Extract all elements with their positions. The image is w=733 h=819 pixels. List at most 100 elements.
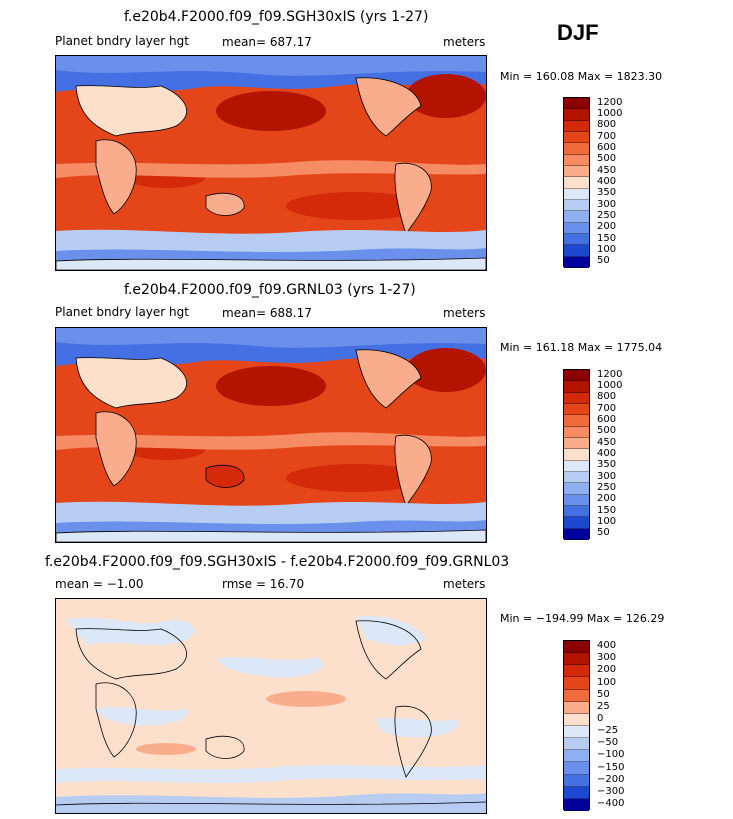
panel3-units: meters — [443, 577, 486, 591]
panel2-map-svg — [56, 328, 486, 542]
colorbar-swatch — [564, 426, 589, 438]
colorbar-level-label: 200 — [597, 664, 617, 676]
colorbar-level-label: −100 — [597, 749, 625, 761]
colorbar-level-label: 1200 — [597, 96, 623, 108]
panel3-map — [55, 598, 487, 814]
colorbar-level-label: 100 — [597, 676, 617, 688]
colorbar-swatch — [564, 256, 589, 268]
colorbar-swatch — [564, 641, 589, 654]
colorbar-level-label: 800 — [597, 391, 617, 403]
panel1-colorbar — [563, 97, 590, 268]
colorbar-swatch — [564, 738, 589, 751]
colorbar-swatch — [564, 98, 589, 110]
colorbar-level-label: 300 — [597, 470, 617, 482]
colorbar-level-label: −25 — [597, 725, 619, 737]
panel2-minmax: Min = 161.18 Max = 1775.04 — [500, 341, 663, 354]
colorbar-level-label: 400 — [597, 176, 617, 187]
colorbar-swatch — [564, 188, 589, 200]
colorbar-swatch — [564, 109, 589, 121]
colorbar-swatch — [564, 665, 589, 678]
colorbar-swatch — [564, 177, 589, 189]
panel2-mean: mean= 688.17 — [222, 306, 312, 320]
panel3-map-svg — [56, 599, 486, 813]
colorbar-swatch — [564, 483, 589, 495]
colorbar-level-label: 350 — [597, 187, 617, 199]
colorbar-swatch — [564, 143, 589, 155]
panel2-variable: Planet bndry layer hgt — [55, 305, 189, 319]
colorbar-level-label: −300 — [597, 785, 625, 797]
colorbar-level-label: −400 — [597, 797, 625, 809]
panel1-variable: Planet bndry layer hgt — [55, 34, 189, 48]
colorbar-level-label: 700 — [597, 402, 617, 414]
colorbar-swatch — [564, 774, 589, 787]
season-label: DJF — [557, 20, 599, 45]
colorbar-swatch — [564, 437, 589, 450]
colorbar-swatch — [564, 750, 589, 763]
colorbar-level-label: 700 — [597, 130, 617, 142]
colorbar-swatch — [564, 713, 589, 726]
colorbar-swatch — [564, 505, 589, 518]
colorbar-level-label: 150 — [597, 504, 617, 516]
colorbar-swatch — [564, 725, 589, 739]
colorbar-swatch — [564, 471, 589, 484]
panel3-minmax: Min = −194.99 Max = 126.29 — [500, 612, 665, 625]
colorbar-swatch — [564, 370, 589, 382]
colorbar-swatch — [564, 689, 589, 702]
colorbar-swatch — [564, 211, 589, 223]
colorbar-swatch — [564, 460, 589, 472]
colorbar-swatch — [564, 165, 589, 178]
colorbar-level-label: 200 — [597, 493, 617, 505]
colorbar-level-label: 1000 — [597, 108, 623, 119]
colorbar-level-label: 800 — [597, 119, 617, 131]
colorbar-level-label: 1000 — [597, 380, 623, 391]
colorbar-swatch — [564, 449, 589, 461]
colorbar-level-label: 300 — [597, 198, 617, 210]
colorbar-swatch — [564, 245, 589, 257]
colorbar-level-label: 200 — [597, 221, 617, 233]
colorbar-level-label: 0 — [597, 712, 604, 724]
colorbar-level-label: 100 — [597, 244, 617, 255]
colorbar-level-label: −50 — [597, 737, 619, 749]
colorbar-swatch — [564, 494, 589, 506]
colorbar-swatch — [564, 786, 589, 799]
colorbar-level-label: 50 — [597, 255, 610, 267]
panel3-colorbar — [563, 640, 590, 811]
panel1-title: f.e20b4.F2000.f09_f09.SGH30xIS (yrs 1-27… — [124, 9, 429, 25]
panel1-map — [55, 55, 487, 271]
panel2-colorbar — [563, 369, 590, 540]
colorbar-level-label: 25 — [597, 700, 610, 712]
colorbar-level-label: −150 — [597, 761, 625, 773]
panel1-mean: mean= 687.17 — [222, 35, 312, 49]
colorbar-swatch — [564, 199, 589, 212]
colorbar-level-label: 300 — [597, 652, 617, 664]
colorbar-level-label: 50 — [597, 527, 610, 539]
colorbar-swatch — [564, 653, 589, 666]
colorbar-level-label: 350 — [597, 459, 617, 471]
panel3-rmse: rmse = 16.70 — [222, 577, 305, 591]
colorbar-swatch — [564, 517, 589, 529]
colorbar-swatch — [564, 131, 589, 144]
colorbar-swatch — [564, 222, 589, 234]
panel2-units: meters — [443, 306, 486, 320]
colorbar-level-label: 250 — [597, 482, 617, 493]
colorbar-level-label: 600 — [597, 142, 617, 153]
panel1-map-svg — [56, 56, 486, 270]
colorbar-swatch — [564, 528, 589, 540]
panel1-minmax: Min = 160.08 Max = 1823.30 — [500, 70, 663, 83]
colorbar-level-label: 400 — [597, 448, 617, 459]
colorbar-swatch — [564, 233, 589, 246]
colorbar-level-label: 400 — [597, 640, 617, 652]
colorbar-level-label: 1200 — [597, 368, 623, 380]
colorbar-level-label: 500 — [597, 153, 617, 165]
colorbar-swatch — [564, 403, 589, 416]
colorbar-swatch — [564, 762, 589, 775]
colorbar-level-label: 100 — [597, 516, 617, 527]
colorbar-swatch — [564, 701, 589, 714]
colorbar-swatch — [564, 120, 589, 132]
colorbar-level-label: 250 — [597, 210, 617, 221]
panel2-map — [55, 327, 487, 543]
colorbar-level-label: 450 — [597, 164, 617, 176]
colorbar-level-label: 500 — [597, 425, 617, 437]
panel1-units: meters — [443, 35, 486, 49]
colorbar-level-label: −200 — [597, 773, 625, 785]
